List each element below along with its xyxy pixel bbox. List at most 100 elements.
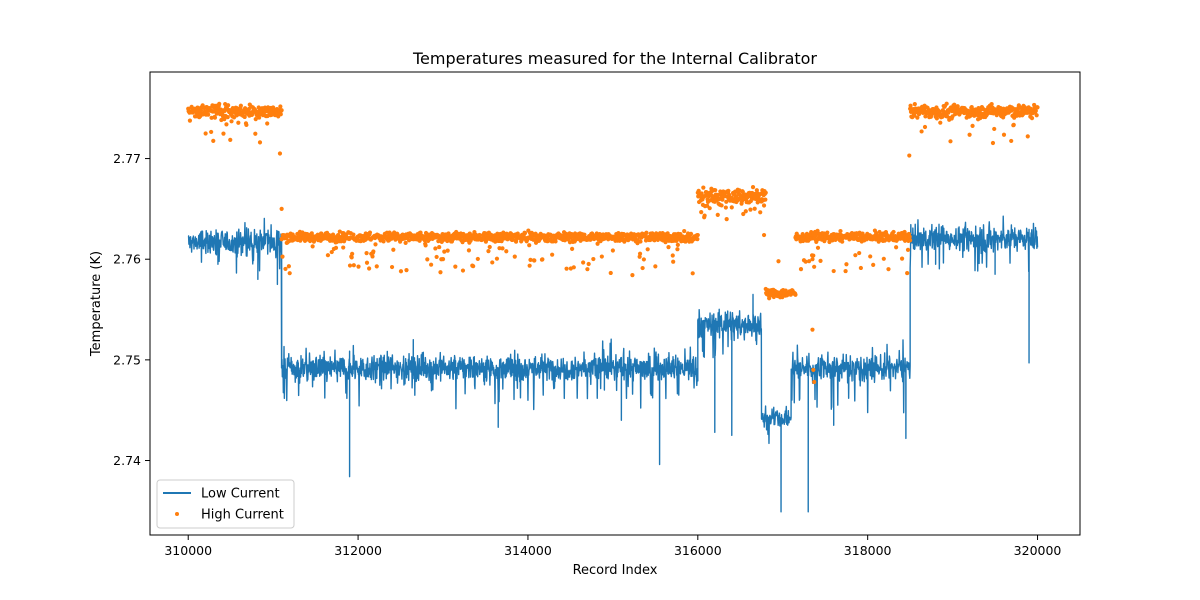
high-current-point: [724, 199, 729, 204]
x-tick-label: 316000: [674, 543, 722, 558]
chart-title: Temperatures measured for the Internal C…: [412, 49, 817, 68]
high-current-point: [265, 121, 270, 126]
high-current-point: [908, 103, 913, 108]
high-current-point: [881, 256, 886, 261]
high-current-point: [364, 251, 369, 256]
high-current-point: [715, 212, 720, 217]
high-current-point: [638, 239, 643, 244]
high-current-point: [370, 254, 375, 259]
high-current-point: [868, 254, 873, 259]
high-current-point: [438, 270, 443, 275]
series-low-current-line: [187, 215, 1039, 513]
high-current-point: [550, 252, 555, 257]
plot-area: [186, 101, 1040, 513]
high-current-point: [989, 101, 994, 107]
high-current-point: [666, 244, 671, 250]
high-current-point: [243, 106, 248, 111]
legend: Low Current High Current: [156, 479, 295, 529]
high-current-point: [944, 101, 949, 106]
high-current-point: [553, 239, 558, 244]
series-high-current-points: [186, 101, 1040, 385]
high-current-point: [793, 292, 798, 297]
high-current-point: [398, 269, 404, 274]
high-current-point: [992, 126, 997, 132]
high-current-point: [497, 246, 502, 251]
high-current-point: [257, 140, 263, 145]
high-current-point: [381, 239, 386, 244]
high-current-point: [912, 113, 917, 118]
high-current-point: [356, 264, 361, 269]
high-current-point: [726, 188, 731, 193]
high-current-point: [333, 245, 339, 250]
legend-high-current-swatch: [175, 512, 179, 516]
high-current-point: [821, 231, 827, 236]
high-current-point: [675, 242, 680, 247]
high-current-point: [278, 104, 283, 109]
y-tick-label: 2.74: [113, 453, 141, 468]
high-current-point: [329, 249, 334, 255]
high-current-point: [938, 120, 943, 125]
high-current-point: [257, 115, 262, 120]
high-current-point: [815, 245, 821, 250]
high-current-point: [811, 253, 816, 258]
high-current-point: [653, 264, 658, 269]
high-current-point: [527, 243, 532, 248]
high-current-point: [701, 185, 706, 190]
high-current-point: [1001, 132, 1007, 137]
high-current-point: [970, 123, 975, 128]
high-current-point: [540, 257, 545, 262]
high-current-point: [743, 209, 748, 214]
high-current-point: [838, 228, 843, 234]
high-current-point: [500, 246, 505, 251]
high-current-point: [843, 268, 848, 274]
high-current-point: [671, 259, 676, 264]
high-current-point: [806, 259, 812, 264]
high-current-point: [564, 266, 569, 271]
high-current-point: [713, 188, 718, 193]
high-current-point: [389, 264, 395, 270]
high-current-point: [460, 268, 466, 273]
high-current-point: [1035, 105, 1040, 110]
high-current-point: [1011, 122, 1016, 127]
high-current-point: [915, 115, 920, 120]
high-current-point: [341, 245, 346, 250]
high-current-point: [351, 232, 356, 237]
high-current-point: [277, 151, 283, 156]
high-current-point: [217, 101, 222, 106]
x-tick-label: 320000: [1014, 543, 1062, 558]
high-current-point: [670, 253, 675, 258]
high-current-point: [688, 231, 694, 236]
high-current-point: [442, 249, 447, 254]
high-current-point: [532, 258, 537, 263]
high-current-point: [350, 251, 355, 256]
high-current-point: [404, 268, 409, 273]
high-current-point: [752, 206, 757, 211]
high-current-point: [367, 266, 372, 271]
high-current-point: [990, 140, 996, 146]
high-current-point: [810, 327, 815, 332]
high-current-point: [907, 234, 912, 239]
high-current-point: [253, 131, 258, 136]
high-current-point: [809, 236, 814, 241]
high-current-point: [699, 210, 704, 215]
high-current-point: [236, 120, 241, 125]
high-current-point: [763, 197, 768, 202]
high-current-point: [857, 250, 862, 256]
high-current-point: [1029, 116, 1035, 121]
high-current-point: [367, 230, 373, 235]
high-current-point: [967, 132, 972, 137]
high-current-point: [811, 367, 816, 373]
high-current-point: [522, 231, 528, 236]
high-current-point: [907, 153, 912, 158]
high-current-point: [644, 230, 649, 235]
legend-low-current-label: Low Current: [201, 487, 280, 502]
high-current-point: [702, 213, 707, 218]
high-current-point: [221, 131, 226, 136]
y-axis-label: Temperature (K): [89, 251, 104, 357]
high-current-point: [477, 232, 482, 238]
high-current-point: [364, 260, 370, 265]
high-current-point: [374, 264, 379, 269]
high-current-point: [453, 264, 458, 269]
high-current-point: [723, 205, 728, 210]
